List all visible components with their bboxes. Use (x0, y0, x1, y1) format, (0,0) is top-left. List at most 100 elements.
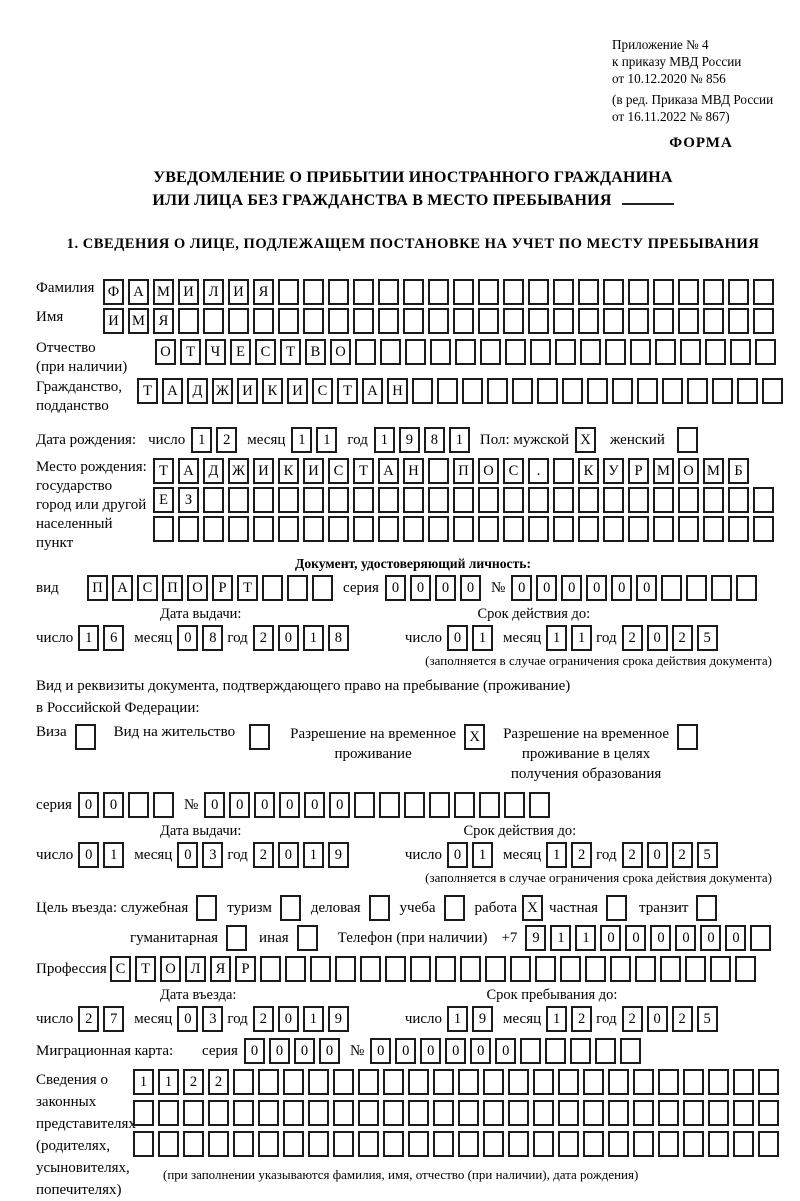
id-valid-month-cell[interactable]: 1 (571, 625, 593, 651)
legal-rep-cell[interactable] (533, 1131, 554, 1157)
surname-cell[interactable] (578, 279, 599, 305)
surname-cell[interactable]: И (228, 279, 249, 305)
legal-rep-cell[interactable] (158, 1131, 179, 1157)
legal-rep-cell[interactable] (658, 1131, 679, 1157)
id-issue-day-cell[interactable]: 6 (103, 625, 125, 651)
birth-place-cell[interactable] (728, 516, 749, 542)
checkbox-private[interactable] (606, 895, 628, 921)
legal-rep-cell[interactable] (733, 1069, 754, 1095)
entry-year-cell[interactable]: 2 (252, 1006, 274, 1032)
birth-place-cell[interactable] (628, 516, 649, 542)
id-number-cell[interactable]: 0 (586, 575, 608, 601)
mc-series-cell[interactable]: 0 (293, 1038, 315, 1064)
name-cell[interactable] (228, 308, 249, 334)
profession-cell[interactable] (535, 956, 556, 982)
res-valid-year-cell[interactable]: 5 (696, 842, 718, 868)
birth-place-cell[interactable] (528, 516, 549, 542)
res-number-cell[interactable]: 0 (204, 792, 226, 818)
citizenship-cell[interactable] (687, 378, 708, 404)
profession-cell[interactable] (585, 956, 606, 982)
profession-cell[interactable] (635, 956, 656, 982)
doc-type-cell[interactable] (312, 575, 333, 601)
surname-cell[interactable]: И (178, 279, 199, 305)
id-valid-year-cell[interactable]: 0 (646, 625, 668, 651)
patronymic-cell[interactable]: Т (280, 339, 301, 365)
res-valid-month-cell[interactable]: 2 (571, 842, 593, 868)
phone-cell[interactable]: 0 (675, 925, 697, 951)
citizenship-cell[interactable] (712, 378, 733, 404)
birth-place-cell[interactable] (753, 487, 774, 513)
phone-cell[interactable]: 1 (550, 925, 572, 951)
checkbox-other[interactable] (296, 925, 318, 951)
phone-cell[interactable]: 0 (700, 925, 722, 951)
res-valid-day-cell[interactable]: 1 (472, 842, 494, 868)
name-cell[interactable] (278, 308, 299, 334)
citizenship-cell[interactable]: Т (137, 378, 158, 404)
birth-place-cell[interactable]: А (378, 458, 399, 484)
legal-rep-cell[interactable] (333, 1131, 354, 1157)
legal-rep-cell[interactable] (708, 1131, 729, 1157)
name-cell[interactable] (703, 308, 724, 334)
patronymic-cell[interactable]: О (330, 339, 351, 365)
legal-rep-cell[interactable] (758, 1100, 779, 1126)
legal-rep-cell[interactable] (733, 1131, 754, 1157)
birth-place-cell[interactable] (653, 487, 674, 513)
mc-number-cell[interactable] (570, 1038, 592, 1064)
phone-cell[interactable]: 9 (525, 925, 547, 951)
birth-year-cell[interactable]: 1 (448, 427, 470, 453)
citizenship-cell[interactable] (462, 378, 483, 404)
legal-rep-cell[interactable] (358, 1100, 379, 1126)
surname-cell[interactable] (403, 279, 424, 305)
legal-rep-cell[interactable] (608, 1100, 629, 1126)
phone-cell[interactable]: 0 (725, 925, 747, 951)
citizenship-cell[interactable]: А (362, 378, 383, 404)
id-series-cell[interactable]: 0 (384, 575, 406, 601)
surname-cell[interactable] (378, 279, 399, 305)
citizenship-cell[interactable]: Д (187, 378, 208, 404)
legal-rep-cell[interactable] (458, 1069, 479, 1095)
birth-place-cell[interactable] (178, 516, 199, 542)
name-cell[interactable]: М (128, 308, 149, 334)
checkbox-tourism[interactable] (279, 895, 301, 921)
birth-place-cell[interactable]: Ж (228, 458, 249, 484)
entry-year-cell[interactable]: 0 (277, 1006, 299, 1032)
citizenship-cell[interactable]: И (237, 378, 258, 404)
birth-place-cell[interactable] (328, 516, 349, 542)
citizenship-cell[interactable] (487, 378, 508, 404)
profession-cell[interactable]: Р (235, 956, 256, 982)
birth-place-cell[interactable] (428, 516, 449, 542)
res-valid-day-cell[interactable]: 0 (447, 842, 469, 868)
surname-cell[interactable] (328, 279, 349, 305)
res-number-cell[interactable] (529, 792, 551, 818)
checkbox-business[interactable] (368, 895, 390, 921)
mc-series-cell[interactable]: 0 (268, 1038, 290, 1064)
id-number-cell[interactable] (711, 575, 733, 601)
legal-rep-cell[interactable] (508, 1131, 529, 1157)
birth-place-cell[interactable]: О (678, 458, 699, 484)
patronymic-cell[interactable] (580, 339, 601, 365)
surname-cell[interactable] (303, 279, 324, 305)
legal-rep-cell[interactable]: 2 (183, 1069, 204, 1095)
birth-place-cell[interactable] (553, 487, 574, 513)
checkbox-temp-residence[interactable]: X (464, 724, 486, 750)
name-cell[interactable] (553, 308, 574, 334)
profession-cell[interactable] (360, 956, 381, 982)
birth-place-cell[interactable] (203, 487, 224, 513)
id-number-cell[interactable] (686, 575, 708, 601)
citizenship-cell[interactable] (612, 378, 633, 404)
phone-cell[interactable]: 0 (625, 925, 647, 951)
birth-place-cell[interactable] (153, 516, 174, 542)
citizenship-cell[interactable] (537, 378, 558, 404)
mc-number-cell[interactable] (620, 1038, 642, 1064)
stay-year-cell[interactable]: 5 (696, 1006, 718, 1032)
checkbox-temp-residence-education[interactable] (677, 724, 699, 750)
patronymic-cell[interactable] (430, 339, 451, 365)
surname-cell[interactable]: Л (203, 279, 224, 305)
legal-rep-cell[interactable] (383, 1100, 404, 1126)
name-cell[interactable] (678, 308, 699, 334)
legal-rep-cell[interactable] (308, 1069, 329, 1095)
birth-place-cell[interactable] (503, 516, 524, 542)
id-number-cell[interactable]: 0 (611, 575, 633, 601)
id-number-cell[interactable]: 0 (561, 575, 583, 601)
mc-number-cell[interactable]: 0 (420, 1038, 442, 1064)
